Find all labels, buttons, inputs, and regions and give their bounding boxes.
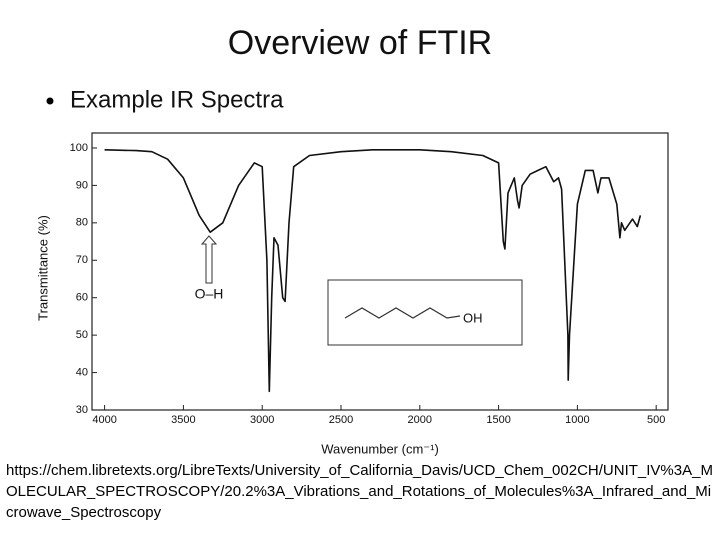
y-tick-label: 90: [76, 179, 88, 191]
bullet-text: Example IR Spectra: [70, 86, 284, 113]
x-tick-label: 2000: [408, 414, 432, 426]
inset-box: [327, 279, 523, 346]
inset-label: OH: [463, 310, 483, 325]
annotation-text: O–H: [195, 286, 224, 302]
slide-title: Overview of FTIR: [228, 24, 492, 62]
molecule-structure: [344, 307, 461, 319]
x-tick-label: 4000: [92, 414, 116, 426]
y-tick-label: 100: [70, 142, 88, 154]
x-tick-label: 1500: [486, 414, 510, 426]
x-tick-label: 2500: [329, 414, 353, 426]
x-tick-label: 1000: [565, 414, 589, 426]
y-tick-label: 50: [76, 329, 88, 341]
bullet-dot: [46, 97, 54, 105]
x-tick-label: 3500: [171, 414, 195, 426]
y-tick-label: 40: [76, 366, 88, 378]
x-tick-label: 3000: [250, 414, 274, 426]
plot-frame: [91, 132, 669, 411]
y-tick-label: 70: [76, 254, 88, 266]
y-tick-label: 30: [76, 404, 88, 416]
annotation-arrow: [200, 235, 218, 284]
y-tick-label: 60: [76, 292, 88, 304]
y-axis-label: Transmittance (%): [35, 215, 50, 321]
x-axis-label: Wavenumber (cm⁻¹): [321, 441, 439, 456]
x-tick-label: 500: [647, 414, 665, 426]
source-url: https://chem.libretexts.org/LibreTexts/U…: [6, 462, 713, 521]
spectrum-line: [104, 149, 642, 393]
y-tick-label: 80: [76, 217, 88, 229]
